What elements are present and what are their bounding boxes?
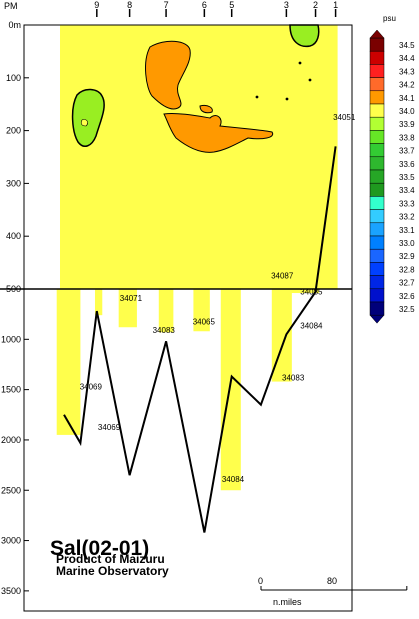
depth-tick-label: 100 <box>6 73 21 83</box>
colorbar: 34.5 34.4 34.3 34.2 34.1 34.0 33.9 33.8 33.7 33.6… <box>370 30 415 323</box>
colorbar-label: 32.7 <box>399 279 415 288</box>
scale-bar: 0 80 n.miles <box>258 576 407 607</box>
cast-label: 34083 <box>153 326 176 335</box>
scale-bar-end-label: 80 <box>327 576 337 586</box>
depth-tick-label: 300 <box>6 178 21 188</box>
colorbar-swatch <box>370 117 384 130</box>
colorbar-swatch <box>370 51 384 64</box>
scale-bar-unit-label: n.miles <box>273 597 302 607</box>
colorbar-label: 33.2 <box>399 213 415 222</box>
depth-axis: 0m 100 200 300 400 500 1000 1500 2000 2500 3000 350… <box>1 20 29 596</box>
contour-dot <box>309 79 312 82</box>
contour-dot <box>256 96 259 99</box>
colorbar-swatch <box>370 210 384 223</box>
colorbar-label: 32.5 <box>399 305 415 314</box>
cast-label: 34084 <box>222 475 245 484</box>
cast-label: 34085 <box>300 288 323 297</box>
scale-bar-start-label: 0 <box>258 576 263 586</box>
cast-label: 34071 <box>120 294 143 303</box>
depth-tick-label: 400 <box>6 231 21 241</box>
colorbar-label: 32.6 <box>399 292 415 301</box>
colorbar-label: 33.5 <box>399 173 415 182</box>
colorbar-swatch <box>370 196 384 209</box>
contour-dot <box>299 62 302 65</box>
colorbar-label: 33.1 <box>399 226 415 235</box>
colorbar-swatch <box>370 236 384 249</box>
colorbar-swatch <box>370 38 384 51</box>
depth-tick-label: 1000 <box>1 334 21 344</box>
depth-tick-label: 500 <box>6 284 21 294</box>
colorbar-swatch <box>370 64 384 77</box>
station-number: 5 <box>229 0 234 10</box>
colorbar-label: 32.8 <box>399 265 415 274</box>
colorbar-label: 33.6 <box>399 160 415 169</box>
colorbar-label: 34.3 <box>399 67 415 76</box>
lower-fill-column <box>221 289 241 490</box>
colorbar-label: 34.5 <box>399 41 415 50</box>
station-number: 8 <box>127 0 132 10</box>
cast-label: 34069 <box>98 423 121 432</box>
depth-tick-label: 200 <box>6 126 21 136</box>
lower-fill-column <box>57 289 81 435</box>
colorbar-swatch <box>370 183 384 196</box>
station-number: 7 <box>164 0 169 10</box>
colorbar-swatch <box>370 276 384 289</box>
colorbar-swatch <box>370 170 384 183</box>
colorbar-label: 34.4 <box>399 54 415 63</box>
colorbar-label: 34.0 <box>399 107 415 116</box>
depth-tick-label: 3000 <box>1 536 21 546</box>
station-number: 2 <box>313 0 318 10</box>
colorbar-label: 32.9 <box>399 252 415 261</box>
cast-label: 34087 <box>271 271 294 280</box>
station-number: 6 <box>202 0 207 10</box>
colorbar-bottom-arrow <box>370 315 384 323</box>
colorbar-swatch <box>370 289 384 302</box>
station-axis: 9 8 7 6 5 3 2 1 <box>94 0 338 17</box>
pm-label: PM <box>4 1 18 11</box>
colorbar-label: 34.2 <box>399 81 415 90</box>
colorbar-unit-label: psu <box>383 14 396 23</box>
colorbar-label: 33.4 <box>399 186 415 195</box>
colorbar-label: 33.8 <box>399 133 415 142</box>
colorbar-swatch <box>370 144 384 157</box>
colorbar-label: 33.9 <box>399 120 415 129</box>
cast-label: 34069 <box>80 383 103 392</box>
depth-tick-label: 2500 <box>1 485 21 495</box>
depth-tick-label: 3500 <box>1 586 21 596</box>
cast-label: 34065 <box>193 318 216 327</box>
contour-dot <box>286 98 289 101</box>
depth-tick-label: 2000 <box>1 435 21 445</box>
station-number: 9 <box>94 0 99 10</box>
station-number: 1 <box>333 0 338 10</box>
colorbar-swatch <box>370 302 384 315</box>
depth-tick-label: 1500 <box>1 385 21 395</box>
upper-fill-region <box>60 25 338 289</box>
inner-contour-patch <box>81 119 87 126</box>
cast-label: 34083 <box>282 374 305 383</box>
station-number: 3 <box>284 0 289 10</box>
colorbar-swatch <box>370 262 384 275</box>
colorbar-swatch <box>370 223 384 236</box>
colorbar-swatch <box>370 157 384 170</box>
salinity-fill-layer <box>57 25 338 490</box>
subtitle-line-2: Marine Observatory <box>56 564 169 578</box>
cast-label: 34051 <box>333 113 356 122</box>
colorbar-label: 34.1 <box>399 94 415 103</box>
cast-label: 34084 <box>300 322 323 331</box>
colorbar-top-arrow <box>370 30 384 38</box>
colorbar-swatch <box>370 91 384 104</box>
colorbar-label: 33.7 <box>399 147 415 156</box>
colorbar-swatch <box>370 104 384 117</box>
colorbar-label: 33.3 <box>399 199 415 208</box>
colorbar-label: 33.0 <box>399 239 415 248</box>
colorbar-swatch <box>370 130 384 143</box>
depth-tick-label: 0m <box>8 20 21 30</box>
colorbar-swatch <box>370 249 384 262</box>
colorbar-swatch <box>370 78 384 91</box>
